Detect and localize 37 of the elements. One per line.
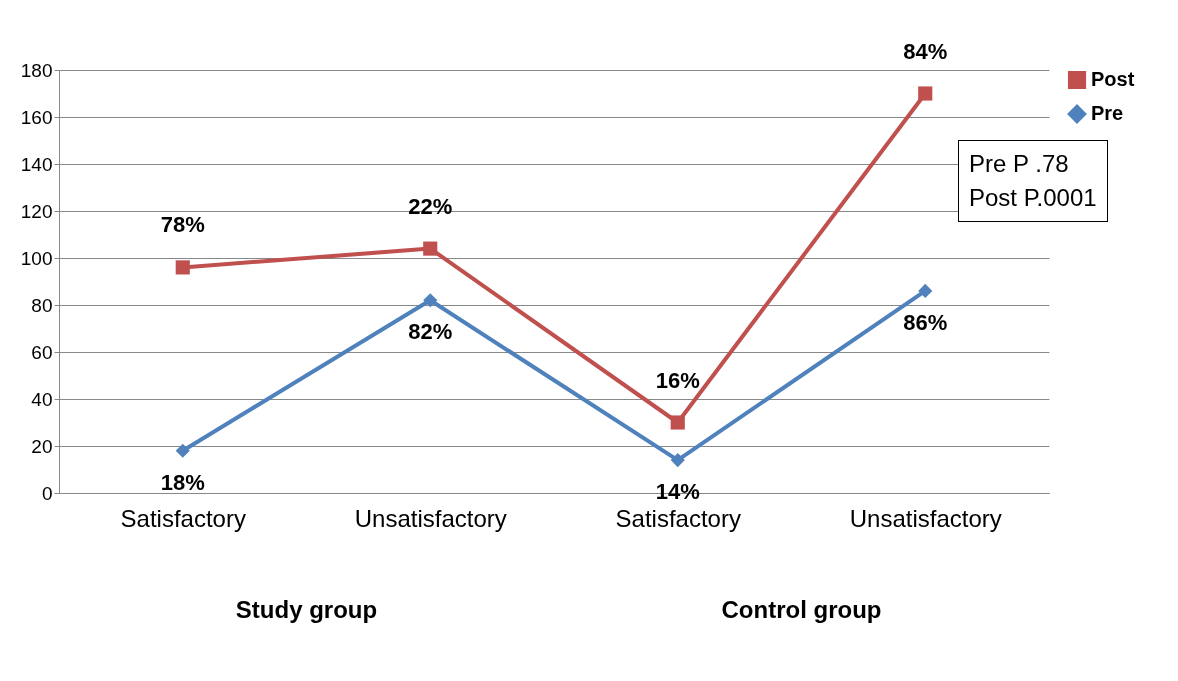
x-tick-label: Unsatisfactory bbox=[849, 504, 1002, 532]
y-tick-label: 20 bbox=[31, 435, 53, 457]
y-tick-label: 40 bbox=[31, 388, 53, 410]
y-tick-label: 60 bbox=[31, 341, 53, 363]
text: 84% bbox=[903, 38, 948, 64]
annotation: 22% bbox=[408, 193, 453, 219]
legend-label: Pre bbox=[1091, 102, 1124, 124]
annotation: 18% bbox=[160, 469, 205, 495]
point bbox=[423, 293, 438, 308]
y-tick-label: 160 bbox=[20, 106, 53, 128]
legend-label: Post bbox=[1091, 68, 1135, 90]
x-tick-label: Satisfactory bbox=[615, 504, 741, 532]
y-tick-label: 120 bbox=[20, 200, 53, 222]
point bbox=[670, 453, 685, 468]
point bbox=[918, 283, 933, 298]
y-tick-label: 180 bbox=[20, 59, 53, 81]
y-tick-label: 100 bbox=[20, 247, 53, 269]
annotation: 14% bbox=[655, 479, 700, 505]
text: Study group bbox=[235, 596, 378, 623]
point bbox=[175, 443, 190, 458]
point bbox=[918, 86, 933, 101]
annotation: Pre P .78 bbox=[969, 149, 1070, 179]
point bbox=[670, 415, 685, 430]
y-tick-label: 140 bbox=[20, 153, 53, 175]
annotation: 86% bbox=[903, 309, 948, 335]
annotation: 82% bbox=[408, 319, 453, 345]
annotation: 78% bbox=[160, 212, 205, 238]
y-tick-label: 80 bbox=[31, 294, 53, 316]
text: Control group bbox=[721, 596, 882, 623]
y-tick-label: 0 bbox=[41, 482, 53, 504]
point bbox=[423, 241, 438, 256]
x-tick-label: Unsatisfactory bbox=[354, 504, 507, 532]
annotation: Post P.0001 bbox=[969, 183, 1097, 213]
point bbox=[175, 260, 190, 275]
x-tick-label: Satisfactory bbox=[120, 504, 246, 532]
annotation: 16% bbox=[655, 367, 700, 393]
note-box: Pre P .78 Post P.0001 bbox=[958, 140, 1108, 222]
